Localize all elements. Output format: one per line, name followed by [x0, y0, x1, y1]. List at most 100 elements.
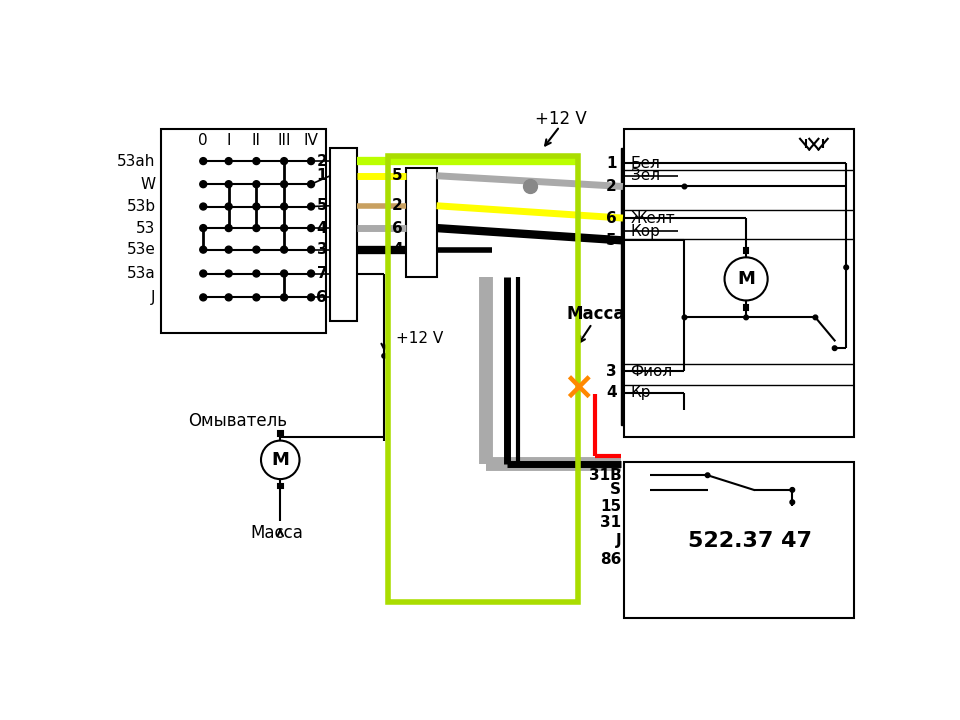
Circle shape — [252, 225, 260, 232]
Circle shape — [683, 184, 686, 189]
Text: Желт: Желт — [631, 210, 675, 225]
Circle shape — [307, 270, 315, 277]
Circle shape — [252, 181, 260, 188]
Circle shape — [226, 158, 232, 165]
Text: 53: 53 — [136, 220, 156, 235]
Text: 53a: 53a — [127, 266, 156, 281]
Text: Омыватель: Омыватель — [188, 413, 287, 431]
Circle shape — [813, 315, 818, 320]
Bar — [406, 168, 437, 276]
Text: Зел: Зел — [631, 168, 660, 183]
Text: Кр: Кр — [631, 385, 651, 400]
Text: Фиол: Фиол — [631, 364, 673, 379]
Circle shape — [252, 158, 260, 165]
Circle shape — [200, 294, 206, 301]
Circle shape — [280, 181, 288, 188]
Text: J: J — [151, 290, 156, 305]
Text: II: II — [252, 132, 261, 148]
Bar — [744, 305, 749, 310]
Text: M: M — [272, 451, 289, 469]
Circle shape — [307, 158, 315, 165]
Circle shape — [280, 270, 288, 277]
Text: 31В: 31В — [588, 468, 621, 482]
Text: 6: 6 — [606, 210, 616, 225]
Text: IV: IV — [303, 132, 319, 148]
Text: III: III — [277, 132, 291, 148]
Text: 53e: 53e — [127, 242, 156, 257]
Text: 5: 5 — [606, 233, 616, 248]
Circle shape — [200, 270, 206, 277]
Circle shape — [844, 265, 849, 270]
Circle shape — [280, 158, 288, 165]
Circle shape — [307, 225, 315, 232]
Circle shape — [280, 225, 288, 232]
Text: ×: × — [562, 370, 594, 408]
Bar — [624, 462, 853, 618]
Circle shape — [226, 246, 232, 253]
Bar — [278, 431, 282, 436]
Text: 53b: 53b — [127, 199, 156, 214]
Text: 3: 3 — [606, 364, 616, 379]
Text: +12 V: +12 V — [536, 109, 588, 127]
Text: 0: 0 — [199, 132, 208, 148]
Bar — [744, 248, 749, 253]
Text: 86: 86 — [600, 552, 621, 567]
Circle shape — [261, 441, 300, 479]
Bar — [621, 148, 624, 426]
Text: 15: 15 — [600, 499, 621, 514]
Text: 4: 4 — [606, 385, 616, 400]
Circle shape — [200, 203, 206, 210]
Circle shape — [226, 203, 232, 210]
Circle shape — [523, 179, 538, 194]
Text: S: S — [611, 482, 621, 498]
Text: J: J — [615, 534, 621, 548]
Circle shape — [307, 294, 315, 301]
Circle shape — [226, 181, 232, 188]
Text: 4: 4 — [392, 242, 402, 257]
Bar — [161, 129, 326, 333]
Text: 2: 2 — [317, 153, 327, 168]
Text: I: I — [227, 132, 231, 148]
Circle shape — [200, 225, 206, 232]
Text: Бел: Бел — [631, 156, 660, 171]
Circle shape — [200, 246, 206, 253]
Text: Масса: Масса — [566, 305, 625, 323]
Circle shape — [683, 315, 686, 320]
Text: 53ah: 53ah — [117, 153, 156, 168]
Circle shape — [280, 246, 288, 253]
Bar — [388, 156, 578, 603]
Text: 31: 31 — [600, 516, 621, 531]
Text: M: M — [737, 270, 755, 288]
Bar — [278, 484, 282, 488]
Circle shape — [200, 181, 206, 188]
Text: 1: 1 — [606, 156, 616, 171]
Circle shape — [744, 315, 749, 320]
Circle shape — [280, 203, 288, 210]
Text: Кор: Кор — [631, 224, 660, 238]
Circle shape — [280, 294, 288, 301]
Circle shape — [790, 500, 795, 505]
Circle shape — [307, 181, 315, 188]
Text: 1: 1 — [317, 168, 327, 183]
Text: W: W — [140, 176, 156, 192]
Text: 6: 6 — [317, 290, 327, 305]
Text: 3: 3 — [317, 242, 327, 257]
Circle shape — [307, 246, 315, 253]
Text: 522.37 47: 522.37 47 — [688, 531, 812, 551]
Bar — [330, 148, 357, 321]
Circle shape — [790, 487, 795, 492]
Circle shape — [200, 158, 206, 165]
Circle shape — [226, 294, 232, 301]
Circle shape — [252, 246, 260, 253]
Circle shape — [382, 354, 387, 359]
Text: 2: 2 — [392, 198, 402, 213]
Text: 7: 7 — [317, 266, 327, 281]
Bar — [624, 129, 853, 437]
Text: 4: 4 — [317, 220, 327, 235]
Circle shape — [307, 203, 315, 210]
Text: +12 V: +12 V — [396, 331, 443, 346]
Text: 5: 5 — [317, 198, 327, 213]
Circle shape — [832, 346, 837, 351]
Circle shape — [226, 270, 232, 277]
Circle shape — [226, 225, 232, 232]
